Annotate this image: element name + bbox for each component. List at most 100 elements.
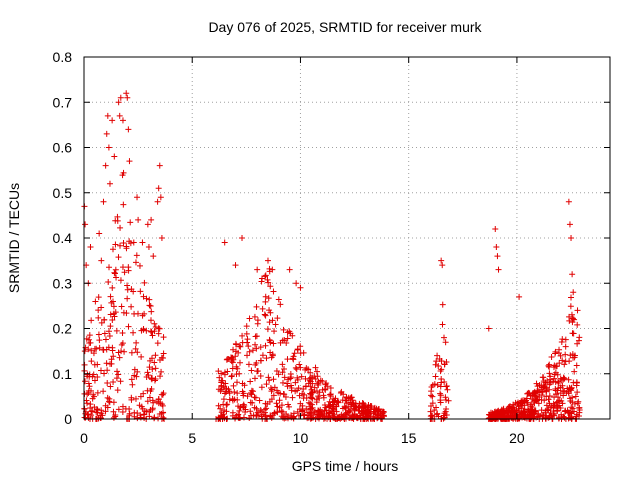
data-point [128,303,135,310]
data-point-marker [107,383,114,390]
data-point [541,383,548,390]
data-point-marker [294,346,301,353]
data-point [572,393,579,400]
data-point [568,294,575,301]
data-point-marker [125,126,132,133]
data-point-marker [233,379,240,386]
data-point-marker [494,253,501,260]
data-point-marker [117,224,124,231]
data-point-marker [87,401,94,408]
data-point-marker [540,374,547,381]
data-point [293,280,300,287]
data-point [281,365,288,372]
data-point [157,373,164,380]
data-point [253,405,260,412]
data-point [257,373,264,380]
data-point [253,345,260,352]
data-point-marker [254,320,261,327]
data-point-marker [111,313,118,320]
data-point-marker [322,415,329,422]
data-point [265,295,272,302]
data-point [130,329,137,336]
data-point [561,361,568,368]
data-point [362,404,369,411]
data-point [562,351,569,358]
data-point [327,384,334,391]
data-point [112,241,119,248]
data-point-marker [115,349,122,356]
data-point [239,235,246,241]
data-point [283,340,290,347]
data-point [316,389,323,396]
data-point [137,412,144,419]
data-point-marker [273,387,280,394]
data-point-marker [261,406,268,413]
data-point [104,379,111,386]
data-point-marker [495,266,502,273]
data-point [135,216,142,223]
data-point [230,346,237,353]
data-point [576,334,583,341]
data-point [109,117,116,124]
data-point-marker [90,371,97,378]
data-point-marker [275,296,282,303]
data-point-marker [345,414,352,421]
data-point [547,373,554,380]
data-point-marker [267,309,274,316]
data-point [429,393,436,400]
data-point [545,362,552,369]
data-point-marker [542,407,549,414]
data-point [492,225,499,232]
data-point-marker [143,295,150,302]
data-point-marker [146,302,153,309]
data-point-marker [574,321,581,328]
data-point [84,371,91,378]
x-tick-label: 5 [188,430,196,446]
data-point [537,412,544,419]
data-point [342,404,349,411]
data-point-marker [313,387,320,394]
data-point-marker [439,262,446,269]
data-point-marker [82,221,89,228]
data-point [294,374,301,381]
data-point [249,347,256,354]
data-point [568,385,575,392]
data-point-marker [300,385,307,392]
data-point [362,412,369,419]
data-point-marker [101,316,108,323]
data-point-marker [262,342,269,349]
data-point-marker [485,325,492,332]
data-point-marker [258,384,265,391]
data-point-marker [253,412,260,419]
data-point-marker [566,221,573,228]
data-point [138,353,145,360]
data-point-marker [86,332,93,339]
data-point-marker [289,355,296,362]
data-point-marker [296,361,303,368]
data-point-marker [510,401,517,408]
data-point [248,367,255,374]
data-point [566,221,573,228]
data-point-marker [119,264,126,271]
data-point [88,407,95,414]
data-point-marker [124,286,131,293]
data-point-marker [265,374,272,381]
data-point [228,373,235,380]
data-point-marker [123,90,130,97]
data-point-marker [567,303,574,310]
data-point [154,340,161,347]
data-point [550,402,557,409]
data-point-marker [546,400,553,407]
data-point-marker [100,198,107,205]
data-point [124,282,131,289]
data-point [252,341,259,348]
data-point-marker [333,408,340,415]
data-point [218,386,225,393]
data-point [519,397,526,404]
data-point-marker [110,379,117,386]
data-point [155,185,162,192]
data-point-marker [300,395,307,402]
data-point-marker [558,377,565,384]
data-point-marker [221,369,228,376]
data-point-marker [574,389,581,396]
